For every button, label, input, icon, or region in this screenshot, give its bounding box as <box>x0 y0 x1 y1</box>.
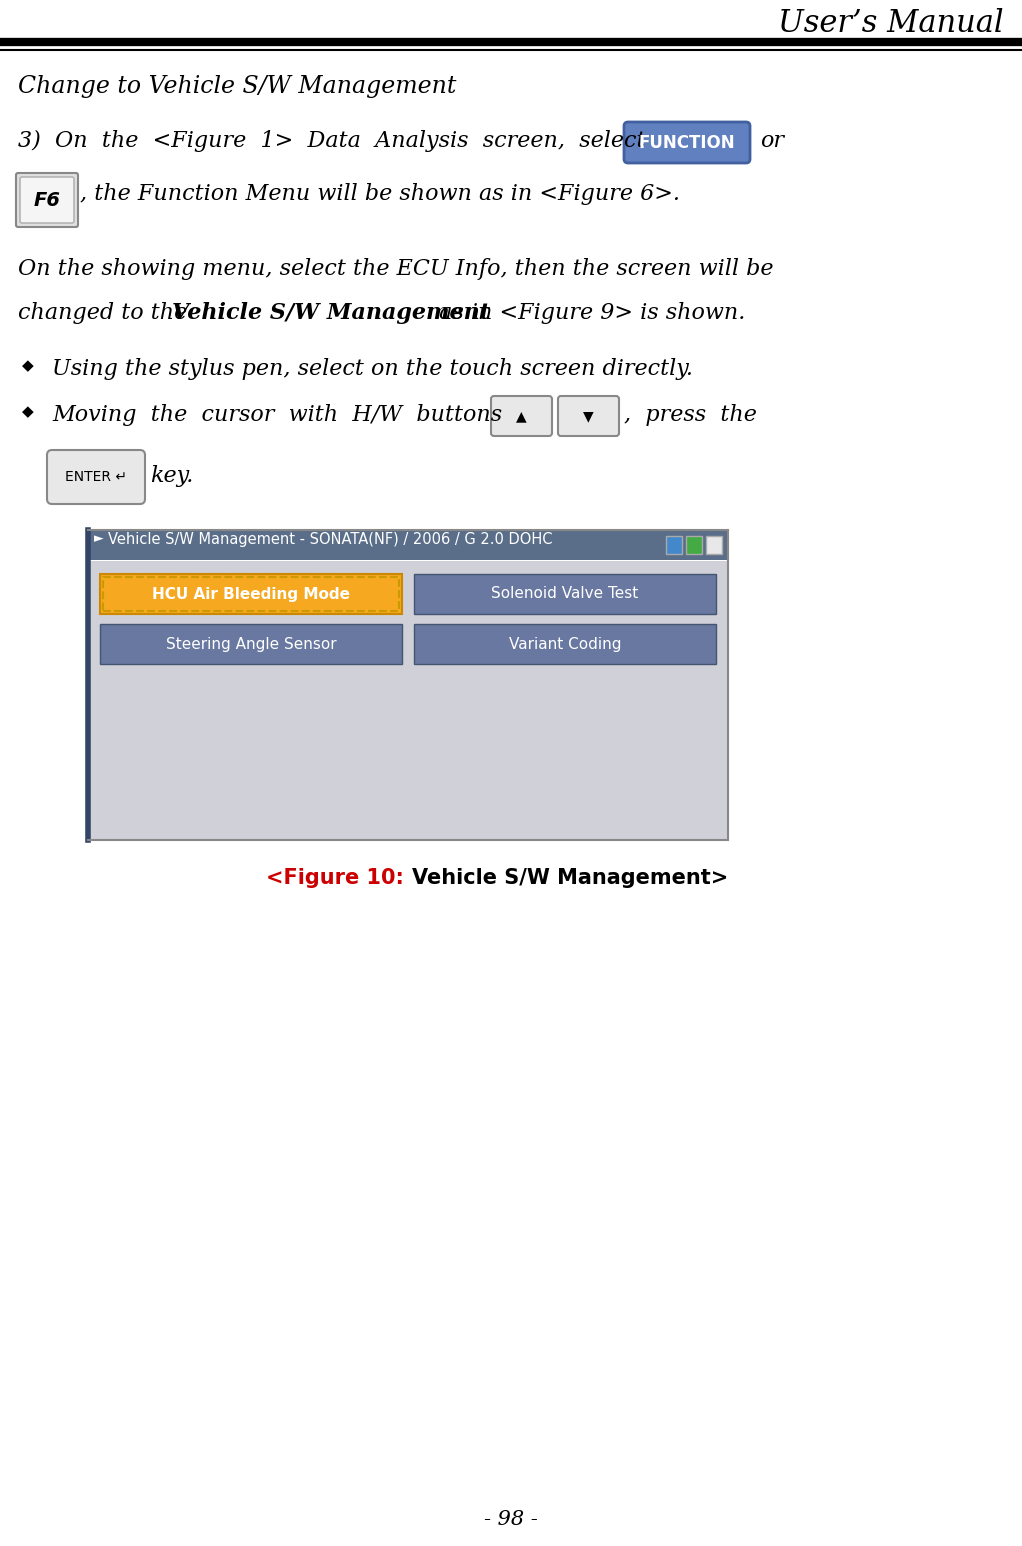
Text: ,  press  the: , press the <box>624 404 757 427</box>
Text: or: or <box>760 130 784 152</box>
Text: On the showing menu, select the ECU Info, then the screen will be: On the showing menu, select the ECU Info… <box>18 258 774 280</box>
Text: ◆: ◆ <box>22 359 34 373</box>
Text: User’s Manual: User’s Manual <box>779 8 1004 39</box>
Text: FUNCTION: FUNCTION <box>639 133 735 152</box>
FancyBboxPatch shape <box>666 536 682 553</box>
Text: Variant Coding: Variant Coding <box>509 637 621 651</box>
Text: <Figure 10:: <Figure 10: <box>266 867 404 887</box>
Text: Moving  the  cursor  with  H/W  buttons: Moving the cursor with H/W buttons <box>52 404 502 427</box>
Text: 3)  On  the  <Figure  1>  Data  Analysis  screen,  select: 3) On the <Figure 1> Data Analysis scree… <box>18 130 646 152</box>
Text: key.: key. <box>150 465 193 487</box>
FancyBboxPatch shape <box>624 122 750 162</box>
FancyBboxPatch shape <box>100 574 402 614</box>
Text: ►: ► <box>94 532 103 546</box>
Text: Steering Angle Sensor: Steering Angle Sensor <box>166 637 336 651</box>
FancyBboxPatch shape <box>100 625 402 663</box>
FancyBboxPatch shape <box>414 574 716 614</box>
Text: as in <Figure 9> is shown.: as in <Figure 9> is shown. <box>432 301 745 325</box>
Text: ENTER ↵: ENTER ↵ <box>65 470 127 484</box>
FancyBboxPatch shape <box>89 561 727 839</box>
Text: HCU Air Bleeding Mode: HCU Air Bleeding Mode <box>152 586 350 601</box>
FancyBboxPatch shape <box>491 396 552 436</box>
Text: ▼: ▼ <box>584 410 594 424</box>
FancyBboxPatch shape <box>47 450 145 504</box>
FancyBboxPatch shape <box>88 530 728 560</box>
Text: Using the stylus pen, select on the touch screen directly.: Using the stylus pen, select on the touc… <box>52 359 693 380</box>
FancyBboxPatch shape <box>16 173 78 227</box>
FancyBboxPatch shape <box>558 396 619 436</box>
FancyBboxPatch shape <box>706 536 722 553</box>
Text: ▲: ▲ <box>516 410 526 424</box>
Text: , the Function Menu will be shown as in <Figure 6>.: , the Function Menu will be shown as in … <box>80 182 680 206</box>
Text: F6: F6 <box>34 190 60 210</box>
Text: Vehicle S/W Management>: Vehicle S/W Management> <box>412 867 729 887</box>
Text: Solenoid Valve Test: Solenoid Valve Test <box>492 586 639 601</box>
Text: Change to Vehicle S/W Management: Change to Vehicle S/W Management <box>18 76 457 97</box>
Text: - 98 -: - 98 - <box>484 1510 538 1529</box>
FancyBboxPatch shape <box>686 536 702 553</box>
Text: Vehicle S/W Management - SONATA(NF) / 2006 / G 2.0 DOHC: Vehicle S/W Management - SONATA(NF) / 20… <box>108 532 553 547</box>
Text: changed to the: changed to the <box>18 301 194 325</box>
FancyBboxPatch shape <box>20 176 74 223</box>
FancyBboxPatch shape <box>414 625 716 663</box>
Text: ◆: ◆ <box>22 404 34 419</box>
Text: Vehicle S/W Management: Vehicle S/W Management <box>172 301 490 325</box>
